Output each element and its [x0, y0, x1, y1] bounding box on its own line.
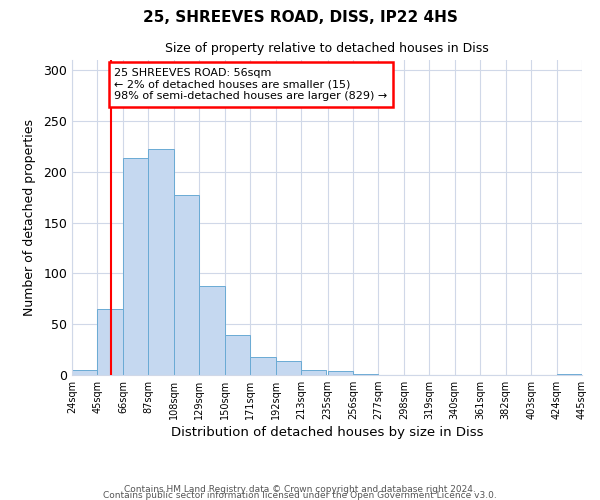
Text: 25, SHREEVES ROAD, DISS, IP22 4HS: 25, SHREEVES ROAD, DISS, IP22 4HS [143, 10, 457, 25]
Bar [557, 374, 582, 375]
X-axis label: Distribution of detached houses by size in Diss: Distribution of detached houses by size … [171, 426, 483, 440]
Text: Contains public sector information licensed under the Open Government Licence v3: Contains public sector information licen… [103, 490, 497, 500]
Bar [97, 309, 123, 375]
Bar [199, 286, 224, 375]
Bar [301, 370, 326, 375]
Bar [275, 361, 301, 375]
Y-axis label: Number of detached properties: Number of detached properties [23, 119, 37, 316]
Title: Size of property relative to detached houses in Diss: Size of property relative to detached ho… [165, 42, 489, 54]
Bar [148, 150, 174, 375]
Bar [123, 158, 148, 375]
Bar [353, 374, 379, 375]
Bar [224, 336, 250, 375]
Bar [72, 370, 97, 375]
Text: Contains HM Land Registry data © Crown copyright and database right 2024.: Contains HM Land Registry data © Crown c… [124, 484, 476, 494]
Text: 25 SHREEVES ROAD: 56sqm
← 2% of detached houses are smaller (15)
98% of semi-det: 25 SHREEVES ROAD: 56sqm ← 2% of detached… [115, 68, 388, 101]
Bar [174, 195, 199, 375]
Bar [328, 371, 353, 375]
Bar [250, 356, 275, 375]
